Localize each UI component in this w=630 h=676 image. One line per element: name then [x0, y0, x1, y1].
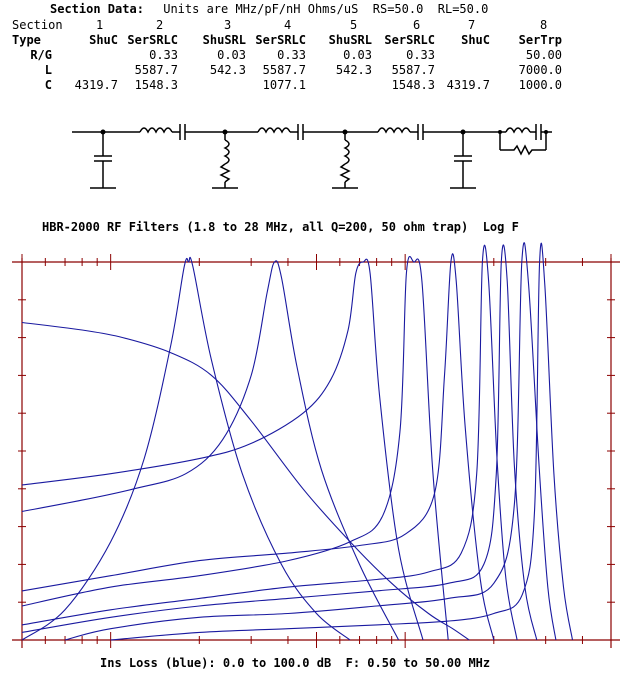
- axis-footer: Ins Loss (blue): 0.0 to 100.0 dB F: 0.50…: [0, 655, 630, 671]
- chart-title: HBR-2000 RF Filters (1.8 to 28 MHz, all …: [0, 219, 630, 235]
- table-cell: 1548.3: [134, 78, 178, 92]
- table-cell: 7: [468, 18, 476, 32]
- table-cell: ShuSRL: [202, 33, 246, 47]
- table-cell: 5: [350, 18, 358, 32]
- table-cell: 0.03: [343, 48, 372, 62]
- loss-curve-7: [21, 244, 538, 641]
- table-cell: 1548.3: [391, 78, 435, 92]
- section-data-label: Section Data:: [50, 2, 144, 16]
- trap-resistor: [500, 144, 546, 156]
- table-cell: 1077.1: [262, 78, 306, 92]
- table-cell: 0.03: [217, 48, 246, 62]
- table-cell: 542.3: [209, 63, 246, 77]
- trap-inductor: [505, 127, 531, 134]
- loss-curve-5: [21, 253, 495, 641]
- loss-curve-1: [21, 256, 351, 641]
- table-cell: 4319.7: [74, 78, 118, 92]
- table-cell: 7000.0: [518, 63, 562, 77]
- table-cell: SerSRLC: [384, 33, 435, 47]
- schematic-junctions: [100, 129, 548, 135]
- series-inductor-6: [377, 127, 411, 134]
- plot-curves: [21, 242, 574, 641]
- row-label: C: [44, 78, 52, 92]
- loss-curve-2: [21, 260, 400, 641]
- table-cell: 5587.7: [391, 63, 435, 77]
- loss-curve-3: [21, 258, 424, 641]
- table-cell: ShuSRL: [328, 33, 372, 47]
- table-cell: 0.33: [149, 48, 178, 62]
- table-cell: 0.33: [277, 48, 306, 62]
- table-cell: 5587.7: [262, 63, 306, 77]
- row-label: Section: [12, 18, 63, 32]
- row-label: L: [44, 63, 52, 77]
- schematic-wires: [72, 124, 552, 189]
- table-cell: 8: [540, 18, 548, 32]
- units-description: Units are MHz/pF/nH Ohms/uS RS=50.0 RL=5…: [156, 2, 489, 16]
- table-cell: 6: [413, 18, 421, 32]
- section-data-header: Section Data: Units are MHz/pF/nH Ohms/u…: [0, 2, 630, 18]
- table-cell: 1000.0: [518, 78, 562, 92]
- loss-curve-4: [21, 256, 449, 641]
- loss-curve-8: [64, 242, 557, 641]
- table-cell: SerTrp: [518, 33, 562, 47]
- loss-curve-9: [110, 242, 574, 641]
- table-cell: ShuC: [461, 33, 490, 47]
- table-cell: ShuC: [89, 33, 118, 47]
- table-cell: 4: [284, 18, 292, 32]
- filter-schematic: [72, 124, 552, 189]
- table-cell: 5587.7: [134, 63, 178, 77]
- section-data-table: Section 1 2 3 4 5 6 7 8 Type ShuC SerSRLC ShuSRL SerS…: [0, 18, 630, 98]
- axis-range-caption: Ins Loss (blue): 0.0 to 100.0 dB F: 0.50…: [100, 656, 491, 670]
- table-cell: SerSRLC: [255, 33, 306, 47]
- table-cell: 0.33: [406, 48, 435, 62]
- table-cell: SerSRLC: [127, 33, 178, 47]
- row-label: Type: [12, 33, 41, 47]
- table-cell: 1: [96, 18, 104, 32]
- table-cell: 2: [156, 18, 164, 32]
- series-inductor-4: [257, 127, 291, 134]
- table-cell: 3: [224, 18, 232, 32]
- series-inductor-2: [139, 127, 173, 134]
- row-label: R/G: [30, 48, 52, 62]
- insertion-loss-plot: [0, 240, 630, 652]
- table-cell: 4319.7: [446, 78, 490, 92]
- table-cell: 542.3: [335, 63, 372, 77]
- loss-curve-10: [21, 321, 470, 641]
- table-cell: 50.00: [525, 48, 562, 62]
- chart-title-text: HBR-2000 RF Filters (1.8 to 28 MHz, all …: [42, 220, 519, 234]
